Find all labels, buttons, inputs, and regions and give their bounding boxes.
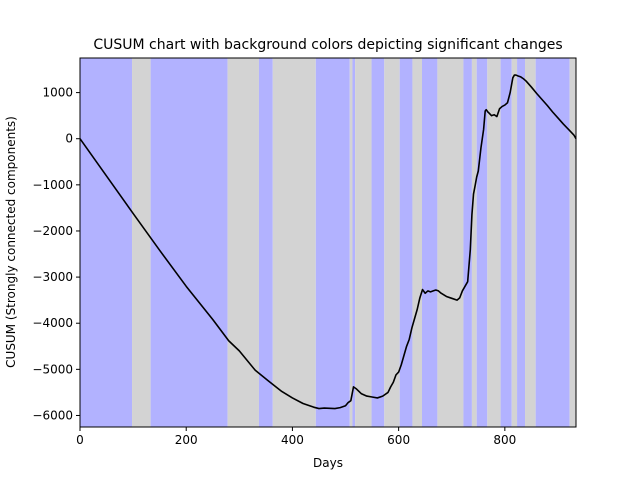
y-axis-ticks: 1000 0 −1000 −2000 −3000 −4000 −5000 −6000 [32,86,80,422]
background-band-17 [471,58,477,427]
background-band-4 [258,58,273,427]
background-band-9 [355,58,372,427]
background-band-2 [150,58,228,427]
x-tick-label: 800 [493,433,516,447]
x-axis-ticks: 0 200 400 600 800 [76,427,516,447]
background-band-7 [349,58,353,427]
background-band-23 [525,58,536,427]
background-band-25 [569,58,576,427]
background-band-16 [463,58,472,427]
background-band-13 [412,58,422,427]
background-band-22 [517,58,526,427]
y-tick-label: −6000 [32,408,73,422]
background-band-14 [421,58,438,427]
y-tick-label: −5000 [32,362,73,376]
background-band-18 [476,58,488,427]
background-band-11 [384,58,400,427]
background-band-19 [487,58,501,427]
chart-title: CUSUM chart with background colors depic… [93,37,562,53]
cusum-line [79,74,577,410]
y-tick-label: −1000 [32,178,73,192]
background-band-8 [352,58,356,427]
background-band-6 [315,58,350,427]
x-tick-label: 400 [281,433,304,447]
plot-frame [79,57,577,428]
y-axis-label: CUSUM (Strongly connected components) [4,116,18,368]
background-band-24 [535,58,570,427]
y-tick-label: 1000 [42,86,73,100]
background-band-3 [227,58,259,427]
background-band-12 [399,58,413,427]
background-band-21 [511,58,518,427]
data-series [79,74,577,410]
x-tick-label: 600 [387,433,410,447]
x-tick-label: 0 [76,433,84,447]
y-tick-label: −2000 [32,224,73,238]
background-bands [80,58,576,427]
y-tick-label: −4000 [32,316,73,330]
background-band-1 [132,58,151,427]
background-band-15 [437,58,464,427]
x-axis-label: Days [313,456,343,470]
background-band-0 [80,58,133,427]
background-band-5 [272,58,316,427]
y-tick-label: −3000 [32,270,73,284]
x-tick-label: 200 [175,433,198,447]
background-band-10 [371,58,385,427]
background-band-20 [500,58,512,427]
y-tick-label: 0 [65,132,73,146]
